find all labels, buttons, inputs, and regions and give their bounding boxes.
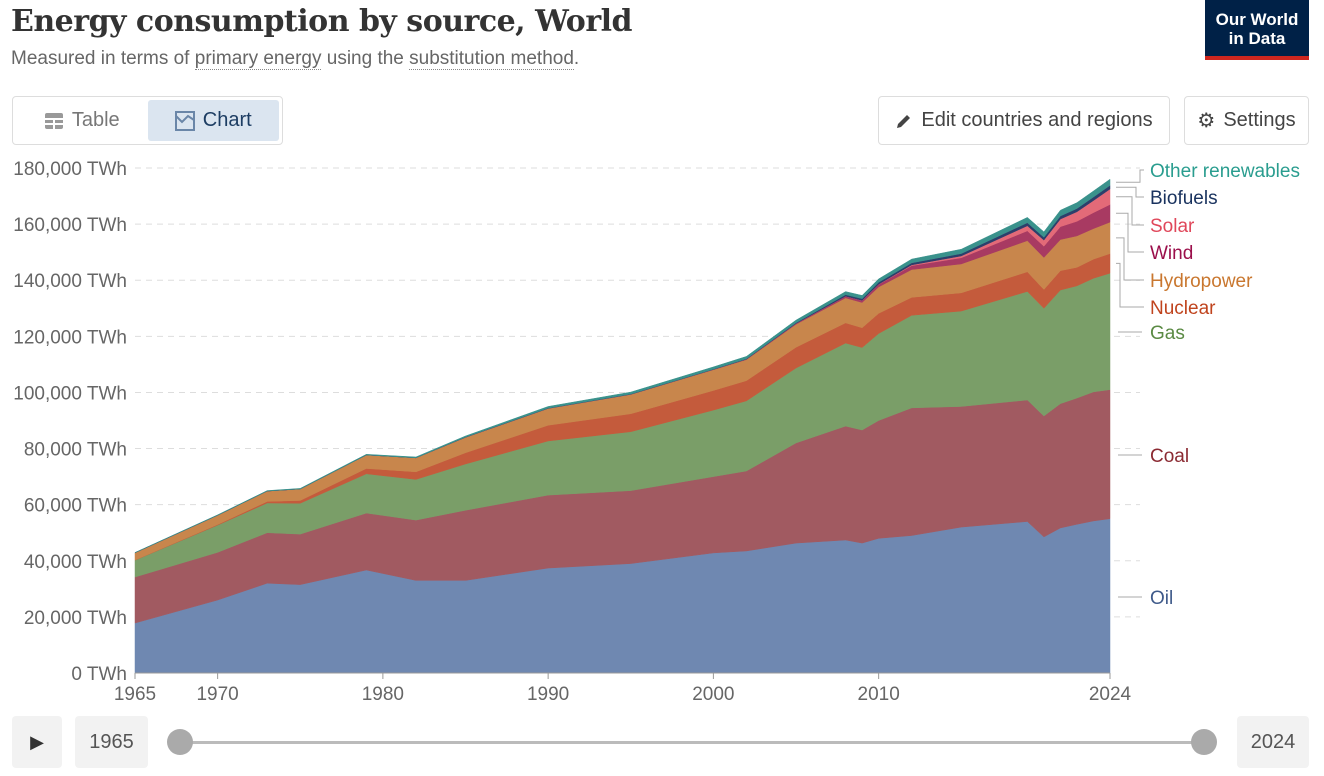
x-tick-label: 2024 <box>1089 684 1132 705</box>
timeline-start-year[interactable]: 1965 <box>75 716 148 768</box>
settings-button[interactable]: ⚙ Settings <box>1184 96 1309 145</box>
timeline-track[interactable] <box>180 741 1204 744</box>
subtitle-text: . <box>573 48 580 69</box>
y-tick-label: 0 TWh <box>71 664 127 685</box>
x-tick-label: 1965 <box>114 684 156 705</box>
y-tick-label: 20,000 TWh <box>24 608 127 629</box>
timeline-end-year[interactable]: 2024 <box>1237 716 1309 768</box>
chart-title: Energy consumption by source, World <box>11 4 633 39</box>
y-tick-label: 80,000 TWh <box>24 440 127 461</box>
y-tick-label: 160,000 TWh <box>13 215 127 236</box>
tab-chart-label: Chart <box>202 109 252 131</box>
legend-label-other-renewables: Other renewables <box>1150 161 1300 182</box>
tab-table-label: Table <box>71 109 120 131</box>
y-tick-label: 60,000 TWh <box>24 496 127 517</box>
y-tick-label: 120,000 TWh <box>13 327 127 348</box>
chart-icon <box>174 110 195 131</box>
chart-subtitle: Measured in terms of primary energy usin… <box>11 48 579 70</box>
settings-label: Settings <box>1223 109 1296 131</box>
legend-connector <box>1116 212 1144 253</box>
tab-chart[interactable]: Chart <box>147 100 279 141</box>
subtitle-text: Measured in terms of <box>11 48 195 69</box>
gear-icon: ⚙ <box>1197 110 1216 132</box>
logo-line: in Data <box>1228 29 1286 48</box>
edit-countries-label: Edit countries and regions <box>921 109 1153 131</box>
primary-energy-link[interactable]: primary energy <box>194 48 322 70</box>
subtitle-text: using the <box>321 48 410 69</box>
table-icon <box>44 112 63 129</box>
play-button[interactable]: ▶ <box>12 716 62 768</box>
legend-connector <box>1116 186 1144 198</box>
legend-label-oil: Oil <box>1150 588 1173 609</box>
x-tick-label: 1970 <box>196 684 238 705</box>
x-tick-label: 1990 <box>527 684 569 705</box>
tab-table[interactable]: Table <box>16 100 148 141</box>
x-tick-label: 2010 <box>858 684 900 705</box>
legend-connector <box>1116 196 1144 226</box>
legend-connector <box>1116 237 1144 281</box>
legend-connector <box>1116 262 1144 308</box>
logo-line: Our World <box>1215 10 1299 29</box>
timeline-start-handle[interactable] <box>167 729 193 755</box>
x-tick-label: 2000 <box>692 684 734 705</box>
y-tick-label: 180,000 TWh <box>13 159 127 180</box>
owid-logo[interactable]: Our World in Data <box>1205 0 1309 60</box>
y-tick-label: 40,000 TWh <box>24 552 127 573</box>
timeline-end-handle[interactable] <box>1191 729 1217 755</box>
y-tick-label: 140,000 TWh <box>13 271 127 292</box>
view-toggle: Table Chart <box>12 96 283 145</box>
legend-connector <box>1116 169 1144 183</box>
area-other-renewables <box>134 178 1111 554</box>
legend-label-coal: Coal <box>1150 446 1189 467</box>
edit-countries-button[interactable]: Edit countries and regions <box>878 96 1170 145</box>
legend-label-gas: Gas <box>1150 323 1185 344</box>
stacked-area-chart: 0 TWh 20,000 TWh 40,000 TWh 60,000 TWh 80,00… <box>13 159 1300 705</box>
legend-label-wind: Wind <box>1150 243 1193 264</box>
x-tick-label: 1980 <box>362 684 404 705</box>
legend-label-nuclear: Nuclear <box>1150 298 1216 319</box>
substitution-method-link[interactable]: substitution method <box>409 48 574 70</box>
legend-label-biofuels: Biofuels <box>1150 188 1218 209</box>
play-icon: ▶ <box>30 731 44 752</box>
pencil-icon <box>897 114 911 128</box>
legend-label-hydropower: Hydropower <box>1150 271 1253 292</box>
y-tick-label: 100,000 TWh <box>13 383 127 404</box>
legend-label-solar: Solar <box>1150 216 1195 237</box>
